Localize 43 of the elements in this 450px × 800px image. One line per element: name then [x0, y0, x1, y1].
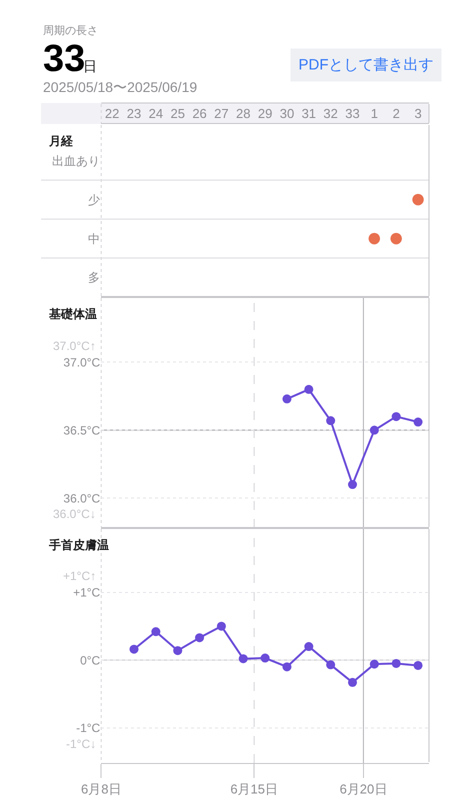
- x-tick-label: 1: [370, 106, 378, 121]
- text: 2025/05/18〜2025/06/19: [43, 79, 198, 95]
- x-tick-label: 32: [323, 106, 338, 121]
- y-tick-label: 36.0°C: [63, 491, 101, 506]
- y-tick-label: 37.0°C: [63, 355, 101, 370]
- text: ●: [412, 189, 425, 208]
- y-tick-label: 少: [88, 192, 100, 207]
- text: ●: [390, 228, 403, 246]
- y-tick-label: 出血あり: [52, 154, 100, 168]
- x-tick-label: 23: [126, 106, 142, 121]
- text: 37.0°C↑: [53, 339, 96, 353]
- y-tick-label: +1°C: [73, 586, 101, 600]
- x-tick-label: 33: [345, 106, 360, 121]
- x-tick-label: 3: [414, 106, 422, 121]
- x-tick-label: 6月20日: [340, 782, 388, 797]
- text: 手首皮膚温: [48, 538, 109, 552]
- y-tick-label: 中: [88, 232, 100, 246]
- y-tick-label: -1°C: [76, 720, 101, 735]
- x-tick-label: 28: [236, 106, 250, 121]
- text: 周期の長さ: [43, 25, 98, 37]
- x-tick-label: 31: [302, 106, 316, 121]
- y-tick-label: 36.5°C: [63, 423, 101, 438]
- text: 日: [83, 58, 97, 74]
- x-tick-label: 22: [104, 106, 120, 121]
- x-tick-label: 29: [258, 106, 272, 121]
- x-tick-label: 24: [148, 106, 164, 121]
- text: -1°C↓: [66, 737, 96, 751]
- text: +1°C↑: [63, 569, 96, 583]
- x-tick-label: 6月15日: [230, 782, 278, 797]
- text: 月経: [48, 134, 74, 148]
- text: ●: [368, 228, 381, 246]
- x-tick-label: 2: [392, 106, 400, 121]
- y-tick-label: 多: [88, 270, 100, 285]
- text: 36.0°C↓: [53, 507, 96, 521]
- x-tick-label: 6月8日: [80, 782, 122, 797]
- x-tick-label: 25: [170, 106, 185, 121]
- text: 33: [43, 38, 86, 80]
- y-tick-label: 0°C: [80, 653, 101, 668]
- x-tick-label: 27: [214, 106, 229, 121]
- x-tick-label: 30: [280, 106, 294, 121]
- text: 基礎体温: [48, 307, 97, 321]
- x-tick-label: 26: [192, 106, 207, 121]
- text: PDFとして書き出す: [298, 56, 434, 74]
